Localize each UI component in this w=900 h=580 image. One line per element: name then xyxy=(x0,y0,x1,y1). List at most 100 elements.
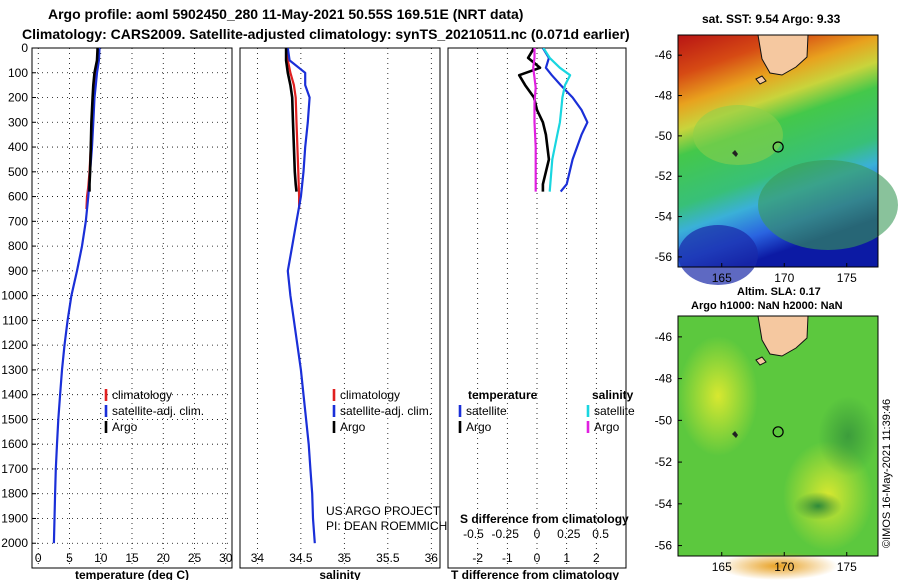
y-tick-label: 200 xyxy=(8,91,28,105)
legend-label: satellite xyxy=(594,404,635,418)
x-tick-label: 2 xyxy=(593,551,600,565)
lat-tick-label: -48 xyxy=(655,89,673,103)
x-tick-label: 15 xyxy=(125,551,139,565)
series-line-satellite-adj-clim- xyxy=(52,48,101,544)
y-tick-label: 0 xyxy=(21,41,28,55)
y-tick-label: 1800 xyxy=(1,487,28,501)
legend-label: satellite-adj. clim. xyxy=(112,404,204,418)
top-x-tick-label: -0.5 xyxy=(463,527,484,541)
y-tick-label: 1900 xyxy=(1,511,28,525)
panel-temperature: 0100200300400500600700800900100011001200… xyxy=(1,41,232,580)
island xyxy=(755,356,767,366)
legend-salinity-title: salinity xyxy=(592,388,634,402)
x-tick-label: 35.5 xyxy=(376,551,400,565)
map-sla_map: -46 -48 -50 -52 -54 -56 165 170 175 xyxy=(655,315,879,580)
y-tick-label: 700 xyxy=(8,214,28,228)
credit-line-2: PI: DEAN ROEMMICH xyxy=(326,519,447,533)
series-line-satellite-adj-clim- xyxy=(286,48,316,544)
sst-field-patch xyxy=(693,105,783,165)
sst-map-title: sat. SST: 9.54 Argo: 9.33 xyxy=(702,12,841,26)
y-tick-label: 1400 xyxy=(1,388,28,402)
y-tick-label: 1100 xyxy=(2,313,28,327)
lat-tick-label: -56 xyxy=(655,250,673,264)
y-tick-label: 1200 xyxy=(1,338,28,352)
series-line-salinity-satellite xyxy=(542,48,572,192)
panel-frame xyxy=(447,47,627,569)
sla-field-patch xyxy=(818,396,878,476)
figure-title: Argo profile: aoml 5902450_280 11-May-20… xyxy=(48,6,524,22)
legend-label: Argo xyxy=(340,420,366,434)
x-axis-title: salinity xyxy=(319,568,361,580)
lat-tick-label: -52 xyxy=(655,455,673,469)
profile-plots: 0100200300400500600700800900100011001200… xyxy=(1,41,635,580)
y-tick-label: 400 xyxy=(8,140,28,154)
panel-frame xyxy=(239,47,441,569)
y-tick-label: 900 xyxy=(8,264,28,278)
y-tick-label: 300 xyxy=(8,115,28,129)
sla-map-subtitle: Argo h1000: NaN h2000: NaN xyxy=(691,300,843,312)
sla-field-patch xyxy=(718,552,838,580)
x-tick-label: 30 xyxy=(219,551,233,565)
lon-tick-label: 170 xyxy=(774,271,794,285)
lat-tick-label: -56 xyxy=(655,539,673,553)
y-tick-label: 600 xyxy=(8,190,28,204)
series-line-salinity-argo xyxy=(532,48,537,192)
y-tick-label: 100 xyxy=(8,66,28,80)
x-tick-label: 1 xyxy=(563,551,570,565)
sst-field-patch xyxy=(758,160,898,250)
x-tick-label: 34 xyxy=(251,551,265,565)
x-tick-label: 35 xyxy=(338,551,352,565)
x-tick-label: 34.5 xyxy=(289,551,313,565)
lon-tick-label: 165 xyxy=(712,271,732,285)
legend-label: Argo xyxy=(594,420,620,434)
lat-tick-label: -54 xyxy=(655,210,673,224)
x-tick-label: 25 xyxy=(188,551,202,565)
sla-map-title: Altim. SLA: 0.17 xyxy=(737,286,821,298)
y-tick-label: 2000 xyxy=(1,536,28,550)
lat-tick-label: -50 xyxy=(655,129,673,143)
argo-float-marker xyxy=(772,141,784,153)
lon-tick-label: 165 xyxy=(712,560,732,574)
lon-tick-label: 170 xyxy=(774,560,794,574)
island xyxy=(755,75,767,85)
y-tick-label: 1000 xyxy=(1,289,28,303)
legend-label: satellite xyxy=(466,404,507,418)
lat-tick-label: -46 xyxy=(655,48,673,62)
series-line-temperature-satellite xyxy=(541,48,589,193)
series-line-climatology xyxy=(285,48,301,209)
sst-field-patch xyxy=(678,225,758,285)
y-tick-label: 1700 xyxy=(1,462,28,476)
panel-frame xyxy=(31,47,233,569)
lat-tick-label: -50 xyxy=(655,413,673,427)
lat-tick-label: -46 xyxy=(655,330,673,344)
x-tick-label: 0 xyxy=(35,551,42,565)
panel-salinity: 34 34.5 35 35.5 36 salinity climatology satelli… xyxy=(239,47,447,580)
land-polygon xyxy=(757,315,809,357)
y-tick-label: 1600 xyxy=(1,437,28,451)
legend-label: satellite-adj. clim. xyxy=(340,404,432,418)
legend-label: climatology xyxy=(340,388,400,402)
sla-field-patch xyxy=(678,336,758,456)
top-x-tick-label: -0.25 xyxy=(492,527,520,541)
legend-label: climatology xyxy=(112,388,172,402)
lon-tick-label: 175 xyxy=(837,271,857,285)
x-tick-label: 36 xyxy=(425,551,439,565)
credit-line-1: US ARGO PROJECT xyxy=(326,504,441,518)
legend-temperature-title: temperature xyxy=(468,388,538,402)
argo-float-marker xyxy=(772,426,784,438)
top-x-tick-label: 0 xyxy=(534,527,541,541)
y-tick-label: 1300 xyxy=(1,363,28,377)
x-axis-title: temperature (deg C) xyxy=(75,568,189,580)
series-lines xyxy=(517,48,589,193)
x-tick-label: 5 xyxy=(66,551,73,565)
x-tick-label: 20 xyxy=(157,551,171,565)
copyright-stamp: ©IMOS 16-May-2021 11:39:46 xyxy=(881,399,893,548)
map-sst_map: -46 -48 -50 -52 -54 -56 165 170 175 xyxy=(655,34,898,285)
x-tick-label: -1 xyxy=(502,551,513,565)
top-x-tick-label: 0.5 xyxy=(592,527,609,541)
top-x-tick-label: 0.25 xyxy=(557,527,581,541)
figure-subtitle: Climatology: CARS2009. Satellite-adjuste… xyxy=(22,26,630,42)
map-frame xyxy=(677,315,879,557)
